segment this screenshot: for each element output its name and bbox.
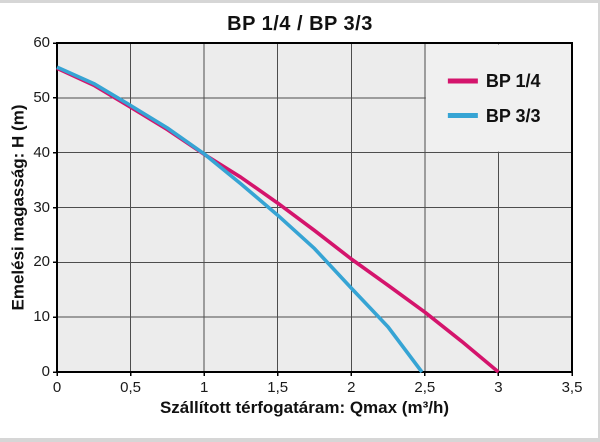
y-tick-label: 0	[41, 363, 50, 380]
y-tick-label: 10	[33, 308, 50, 326]
x-tick-label: 1	[199, 379, 209, 396]
x-tick-label: 1,5	[267, 379, 289, 396]
x-tick-label: 0	[52, 379, 62, 396]
chart-title: BP 1/4 / BP 3/3	[227, 13, 373, 35]
x-tick-label: 2,5	[414, 379, 436, 396]
legend-box	[425, 44, 571, 152]
legend-label-bp-3-3: BP 3/3	[485, 105, 541, 126]
y-tick-label: 60	[33, 34, 50, 51]
x-tick-label: 0,5	[120, 379, 141, 396]
photo-edge-top	[0, 0, 600, 3]
photo-edge-bottom	[0, 438, 600, 442]
photo-edge-right	[598, 0, 600, 442]
x-tick-label: 3,5	[561, 379, 583, 396]
y-tick-label: 50	[33, 88, 50, 106]
x-tick-label: 2	[347, 379, 356, 396]
plot-border	[56, 42, 573, 373]
legend-label-bp-1-4: BP 1/4	[485, 71, 541, 91]
y-tick-label: 40	[33, 143, 50, 161]
x-tick-label: 3	[494, 379, 503, 396]
x-axis-title: Szállított térfogatáram: Qmax (m³/h)	[159, 398, 450, 417]
y-tick-label: 30	[33, 198, 50, 216]
series-line-bp-3-3	[56, 65, 424, 374]
y-tick-label: 20	[33, 253, 50, 271]
